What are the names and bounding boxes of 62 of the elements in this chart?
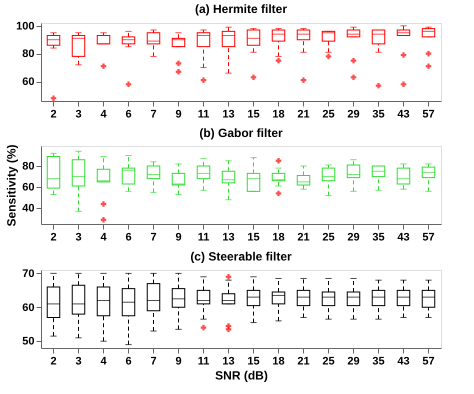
x-tick-label: 2 bbox=[50, 356, 57, 368]
x-tick-label: 9 bbox=[175, 108, 182, 120]
x-tick-label: 13 bbox=[222, 108, 235, 120]
chart-title: (b) Gabor filter bbox=[199, 126, 283, 140]
x-tick-label: 7 bbox=[150, 356, 157, 368]
x-tick-label: 9 bbox=[175, 356, 182, 368]
x-tick-label: 35 bbox=[372, 232, 385, 244]
x-tick-label: 57 bbox=[422, 232, 435, 244]
x-tick-label: 21 bbox=[297, 356, 310, 368]
y-axis-title: Sensitivity (%) bbox=[4, 144, 18, 227]
x-tick-label: 2 bbox=[50, 232, 57, 244]
x-tick-label: 3 bbox=[75, 108, 82, 120]
x-tick-label: 18 bbox=[272, 356, 285, 368]
x-tick-label: 3 bbox=[75, 356, 82, 368]
x-tick-label: 25 bbox=[322, 108, 335, 120]
y-tick-label: 60 bbox=[22, 76, 34, 88]
x-tick-label: 57 bbox=[422, 356, 435, 368]
y-tick-label: 80 bbox=[22, 160, 34, 173]
x-tick-label: 11 bbox=[198, 108, 210, 120]
x-tick-label: 4 bbox=[100, 232, 108, 244]
x-tick-label: 43 bbox=[397, 356, 410, 368]
x-tick-label: 18 bbox=[272, 232, 285, 244]
x-tick-label: 21 bbox=[297, 232, 310, 244]
x-tick-label: 3 bbox=[75, 232, 82, 244]
y-tick-label: 70 bbox=[22, 268, 34, 280]
x-tick-label: 11 bbox=[198, 232, 210, 244]
x-tick-label: 11 bbox=[198, 356, 210, 368]
x-tick-label: 25 bbox=[322, 232, 335, 244]
x-tick-label: 15 bbox=[247, 356, 260, 368]
x-tick-label: 43 bbox=[397, 108, 410, 120]
y-tick-label: 80 bbox=[22, 48, 34, 60]
x-tick-label: 21 bbox=[297, 108, 310, 120]
x-tick-label: 29 bbox=[347, 232, 360, 244]
x-tick-label: 9 bbox=[175, 232, 182, 244]
x-tick-label: 6 bbox=[125, 108, 132, 120]
x-tick-label: 4 bbox=[100, 108, 108, 120]
x-tick-label: 4 bbox=[100, 356, 108, 368]
x-tick-label: 35 bbox=[372, 356, 385, 368]
x-tick-label: 15 bbox=[247, 232, 260, 244]
y-tick-label: 60 bbox=[22, 182, 34, 194]
chart-title: (a) Hermite filter bbox=[194, 2, 288, 16]
x-tick-label: 35 bbox=[372, 108, 385, 120]
x-tick-label: 2 bbox=[50, 108, 57, 120]
x-tick-label: 29 bbox=[347, 356, 360, 368]
x-tick-label: 7 bbox=[150, 108, 157, 120]
x-tick-label: 29 bbox=[347, 108, 360, 120]
x-tick-label: 15 bbox=[247, 108, 260, 120]
x-tick-label: 13 bbox=[222, 232, 235, 244]
y-tick-label: 50 bbox=[22, 336, 34, 348]
x-tick-label: 7 bbox=[150, 232, 157, 244]
chart-title: (c) Steerable filter bbox=[190, 249, 292, 264]
x-tick-label: 6 bbox=[125, 232, 132, 244]
x-tick-label: 57 bbox=[422, 108, 435, 120]
y-tick-label: 100 bbox=[16, 20, 34, 32]
x-tick-label: 18 bbox=[272, 108, 285, 120]
x-tick-label: 43 bbox=[397, 232, 410, 244]
x-tick-label: 6 bbox=[125, 356, 132, 368]
y-tick-label: 40 bbox=[22, 202, 34, 215]
y-tick-label: 60 bbox=[22, 302, 34, 314]
x-axis-title: SNR (dB) bbox=[215, 368, 268, 382]
x-tick-label: 13 bbox=[222, 356, 235, 368]
x-tick-label: 25 bbox=[322, 356, 335, 368]
